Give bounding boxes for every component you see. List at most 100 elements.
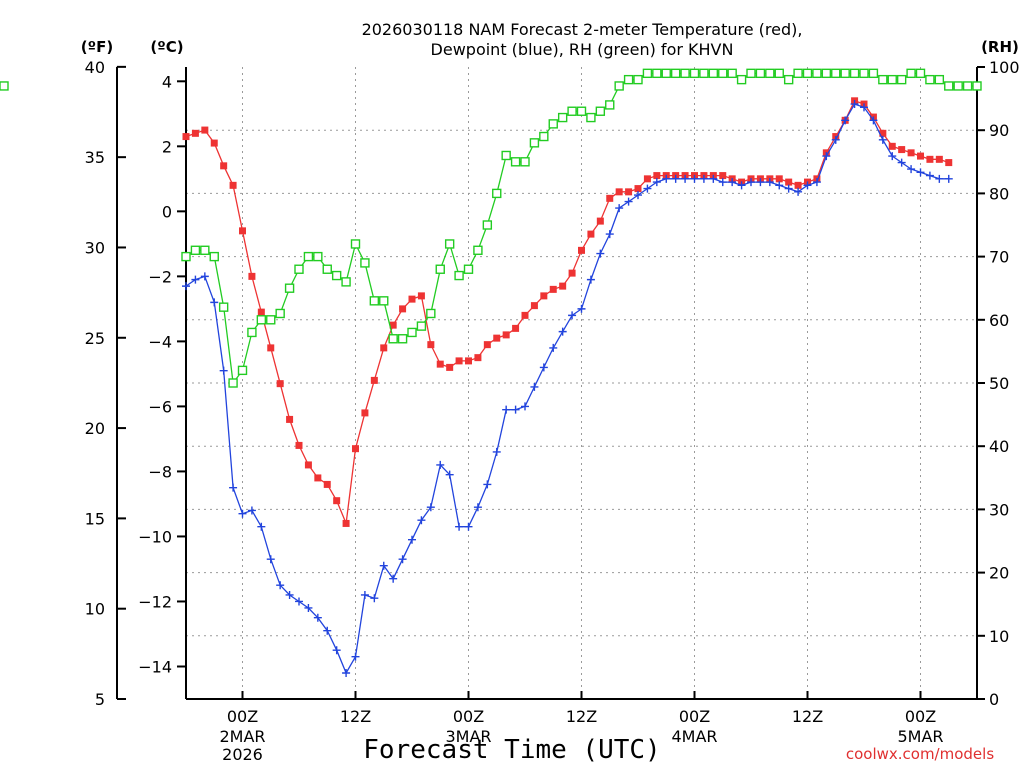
data-point	[775, 175, 783, 183]
data-point	[972, 81, 982, 91]
data-point	[736, 74, 747, 85]
data-point	[257, 522, 266, 531]
data-point	[304, 461, 312, 469]
data-point	[775, 181, 784, 190]
rh-tick-label: 60	[989, 311, 1009, 330]
data-point	[379, 561, 388, 570]
data-point	[388, 334, 398, 344]
data-point	[568, 269, 576, 277]
data-point	[549, 285, 557, 293]
data-point	[332, 646, 341, 655]
data-point	[539, 131, 549, 142]
series-open-square	[0, 68, 982, 388]
data-point	[831, 135, 840, 144]
data-point	[878, 74, 888, 85]
data-point	[643, 175, 651, 183]
data-point	[369, 296, 380, 306]
data-point	[473, 245, 483, 255]
data-point	[689, 68, 700, 79]
data-point	[934, 74, 945, 85]
x-year-label: 2026	[222, 745, 263, 764]
data-point	[634, 191, 642, 200]
data-point	[578, 246, 585, 254]
data-point	[756, 178, 765, 187]
data-point	[182, 133, 190, 141]
data-point	[783, 74, 794, 85]
rh-tick-label: 0	[989, 690, 999, 709]
data-point	[577, 304, 586, 313]
data-point	[436, 360, 444, 368]
data-point	[859, 68, 869, 79]
fahrenheit-tick-label: 5	[95, 690, 105, 709]
data-point	[935, 174, 944, 183]
data-point	[218, 302, 229, 312]
data-point	[935, 155, 943, 163]
data-point	[539, 363, 548, 372]
data-point	[295, 597, 303, 606]
fahrenheit-tick-label: 25	[85, 329, 105, 348]
data-point	[719, 172, 727, 180]
rh-tick-label: 20	[989, 564, 1009, 583]
data-point	[493, 334, 501, 342]
data-point	[812, 178, 821, 187]
data-point	[878, 135, 887, 144]
data-point	[276, 380, 284, 388]
celsius-tick-label: 2	[162, 137, 172, 156]
data-point	[512, 324, 520, 332]
data-point	[755, 68, 766, 79]
data-point	[605, 230, 614, 239]
celsius-tick-label: −12	[138, 592, 172, 611]
data-point	[313, 613, 322, 622]
data-point	[210, 298, 219, 307]
data-point	[303, 251, 314, 262]
data-point	[785, 178, 793, 186]
data-point	[587, 230, 595, 238]
data-point	[284, 283, 295, 293]
data-point	[803, 181, 812, 190]
data-point	[521, 402, 529, 411]
data-point	[624, 197, 633, 206]
data-point	[331, 270, 342, 281]
x-tick-label: 00Z	[905, 707, 936, 726]
data-point	[435, 264, 445, 274]
data-point	[229, 483, 238, 492]
data-point	[323, 626, 332, 635]
rh-tick-label: 40	[989, 437, 1009, 456]
data-point	[727, 68, 737, 79]
data-point	[455, 357, 463, 365]
data-point	[831, 68, 841, 79]
data-point	[286, 415, 294, 423]
x-date-label: 2MAR	[219, 727, 265, 746]
data-point	[794, 187, 803, 196]
data-point	[237, 365, 248, 376]
data-point	[812, 68, 822, 79]
data-point	[614, 81, 624, 91]
data-point	[239, 227, 246, 235]
data-point	[850, 100, 859, 109]
x-date-label: 4MAR	[671, 727, 717, 746]
data-point	[247, 506, 256, 515]
data-point	[304, 603, 313, 612]
data-point	[464, 522, 473, 531]
data-point	[352, 445, 359, 453]
rh-axis-label: (RH)	[981, 38, 1019, 56]
data-point	[444, 239, 455, 249]
data-point	[765, 68, 775, 79]
data-point	[907, 165, 916, 174]
data-point	[896, 74, 907, 85]
data-point	[699, 68, 709, 79]
data-point	[313, 251, 323, 262]
data-point	[586, 275, 595, 284]
fahrenheit-tick-label: 40	[85, 58, 105, 77]
celsius-tick-label: −2	[148, 267, 172, 286]
data-point	[680, 68, 690, 79]
data-point	[474, 354, 482, 362]
rh-tick-label: 80	[989, 184, 1009, 203]
data-point	[333, 497, 341, 505]
series-layer	[0, 68, 982, 677]
data-point	[417, 516, 426, 525]
data-point	[267, 344, 275, 352]
data-point	[209, 251, 219, 262]
series-plus	[182, 100, 953, 677]
data-point	[446, 363, 454, 371]
